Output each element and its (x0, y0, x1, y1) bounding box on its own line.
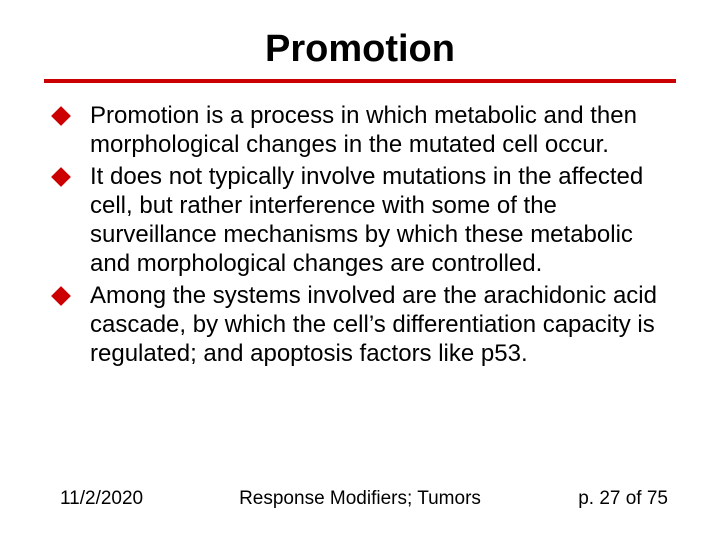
slide-title: Promotion (44, 28, 676, 71)
bullet-item: It does not typically involve mutations … (50, 162, 670, 279)
footer-page: p. 27 of 75 (578, 488, 668, 510)
title-block: Promotion (44, 28, 676, 77)
bullet-text: Among the systems involved are the arach… (90, 281, 670, 369)
bullet-text: Promotion is a process in which metaboli… (90, 101, 670, 160)
bullet-list: Promotion is a process in which metaboli… (44, 101, 676, 368)
bullet-item: Promotion is a process in which metaboli… (50, 101, 670, 160)
title-underline-rule (44, 79, 676, 83)
slide: Promotion Promotion is a process in whic… (0, 0, 720, 540)
bullet-item: Among the systems involved are the arach… (50, 281, 670, 369)
footer-date: 11/2/2020 (60, 488, 143, 510)
bullet-text: It does not typically involve mutations … (90, 162, 670, 279)
diamond-bullet-icon (51, 106, 71, 126)
slide-footer: 11/2/2020 Response Modifiers; Tumors p. … (0, 488, 720, 510)
diamond-bullet-icon (51, 286, 71, 306)
diamond-bullet-icon (51, 167, 71, 187)
